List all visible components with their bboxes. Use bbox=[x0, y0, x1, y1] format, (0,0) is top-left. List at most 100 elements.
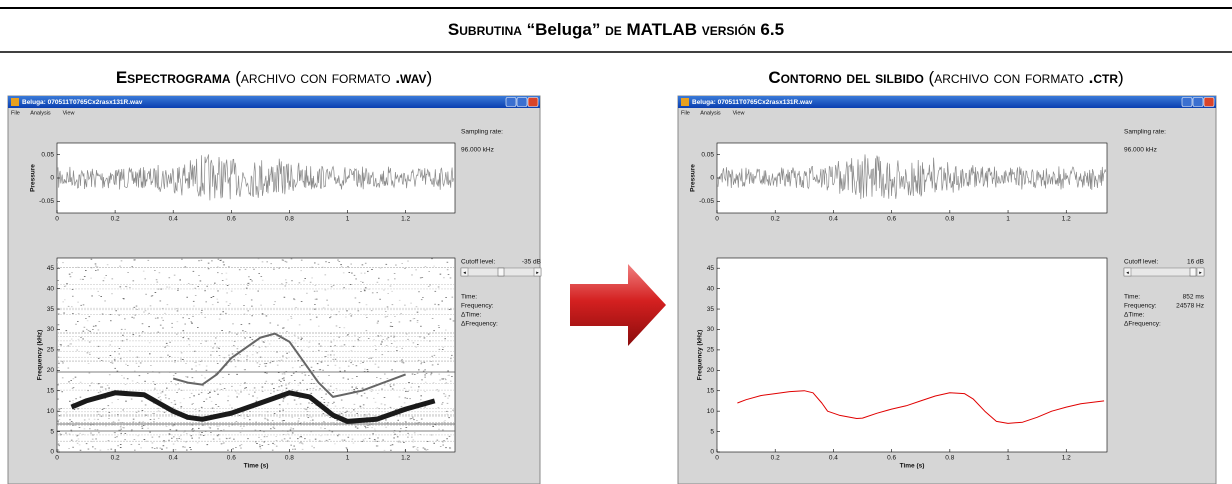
noise bbox=[424, 375, 426, 376]
noise bbox=[360, 291, 362, 292]
noise bbox=[111, 293, 113, 294]
noise bbox=[343, 378, 345, 379]
noise bbox=[151, 296, 153, 297]
noise bbox=[300, 436, 302, 437]
noise bbox=[145, 294, 147, 295]
noise bbox=[66, 413, 68, 414]
noise bbox=[169, 287, 171, 288]
noise bbox=[168, 398, 170, 399]
noise bbox=[191, 393, 193, 394]
noise bbox=[177, 321, 179, 322]
noise bbox=[119, 348, 121, 349]
noise bbox=[393, 385, 395, 386]
noise bbox=[360, 363, 362, 364]
noise bbox=[273, 427, 275, 428]
noise bbox=[64, 299, 66, 300]
noise bbox=[318, 264, 320, 265]
noise bbox=[147, 373, 149, 374]
noise bbox=[112, 363, 114, 364]
noise bbox=[198, 428, 200, 429]
noise bbox=[304, 421, 306, 422]
noise bbox=[324, 356, 326, 357]
noise bbox=[450, 278, 452, 279]
noise bbox=[183, 337, 185, 338]
noise bbox=[371, 310, 373, 311]
x-tick-label: 0.8 bbox=[945, 216, 954, 223]
noise bbox=[218, 348, 220, 349]
noise bbox=[281, 440, 283, 441]
noise bbox=[341, 266, 343, 267]
noise bbox=[217, 389, 219, 390]
noise bbox=[259, 444, 261, 445]
noise bbox=[394, 316, 396, 317]
noise bbox=[168, 440, 170, 441]
noise bbox=[160, 400, 162, 401]
noise bbox=[167, 355, 169, 356]
noise bbox=[344, 440, 346, 441]
noise bbox=[282, 410, 284, 411]
noise bbox=[84, 327, 86, 328]
noise bbox=[70, 380, 72, 381]
noise bbox=[382, 440, 384, 441]
noise bbox=[308, 347, 310, 348]
noise bbox=[147, 428, 149, 429]
noise bbox=[362, 388, 364, 389]
noise bbox=[224, 388, 226, 389]
x-tick-label: 0.2 bbox=[111, 216, 120, 223]
sampling-label: Sampling rate: bbox=[461, 129, 503, 136]
noise bbox=[420, 363, 422, 364]
noise bbox=[157, 282, 159, 283]
noise bbox=[295, 343, 297, 344]
noise bbox=[318, 326, 320, 327]
noise bbox=[199, 432, 201, 433]
arrow bbox=[570, 264, 666, 346]
noise bbox=[352, 378, 354, 379]
noise bbox=[197, 327, 199, 328]
noise bbox=[418, 360, 420, 361]
noise bbox=[343, 287, 345, 288]
noise bbox=[356, 376, 358, 377]
noise bbox=[227, 400, 229, 401]
noise bbox=[368, 358, 370, 359]
y-tick-label: 45 bbox=[47, 265, 55, 272]
noise bbox=[387, 316, 389, 317]
noise bbox=[127, 378, 129, 379]
noise bbox=[343, 272, 345, 273]
noise bbox=[175, 449, 177, 450]
noise bbox=[191, 425, 193, 426]
noise bbox=[134, 450, 136, 451]
noise bbox=[228, 267, 230, 268]
noise bbox=[259, 364, 261, 365]
noise bbox=[390, 322, 392, 323]
noise bbox=[291, 318, 293, 319]
noise bbox=[90, 278, 92, 279]
noise bbox=[68, 381, 70, 382]
noise bbox=[141, 426, 143, 427]
noise bbox=[217, 291, 219, 292]
noise bbox=[413, 440, 415, 441]
noise bbox=[255, 430, 257, 431]
noise bbox=[445, 396, 447, 397]
noise bbox=[336, 326, 338, 327]
noise bbox=[364, 369, 366, 370]
noise bbox=[251, 315, 253, 316]
noise bbox=[236, 374, 238, 375]
y-tick-label: -0.05 bbox=[39, 198, 54, 205]
noise bbox=[190, 321, 192, 322]
noise bbox=[105, 275, 107, 276]
noise bbox=[244, 418, 246, 419]
x-tick-label: 1.2 bbox=[401, 216, 410, 223]
noise bbox=[334, 443, 336, 444]
noise bbox=[169, 433, 171, 434]
noise bbox=[236, 397, 238, 398]
noise bbox=[240, 392, 242, 393]
noise bbox=[387, 293, 389, 294]
panel-heading: Contorno del silbido (archivo con format… bbox=[768, 68, 1123, 87]
noise bbox=[133, 317, 135, 318]
noise bbox=[187, 377, 189, 378]
noise bbox=[247, 438, 249, 439]
y-tick-label: 40 bbox=[47, 285, 55, 292]
noise bbox=[446, 383, 448, 384]
noise bbox=[286, 353, 288, 354]
noise bbox=[79, 427, 81, 428]
